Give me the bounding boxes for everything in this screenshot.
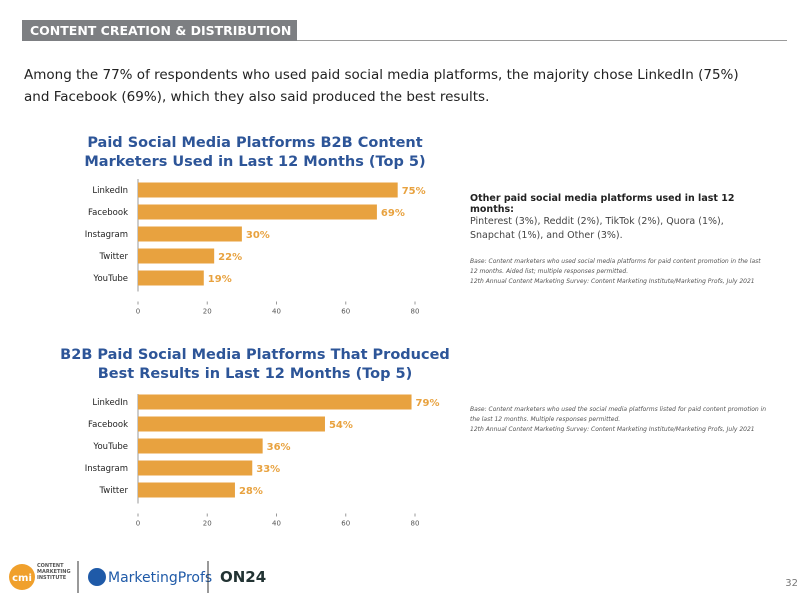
value-label: 75% <box>402 186 426 197</box>
on24-logo: ON24 <box>220 568 266 586</box>
note-text: Pinterest (3%), Reddit (2%), TikTok (2%)… <box>470 216 724 241</box>
bar <box>138 182 398 198</box>
cmi-logo-text: CONTENT MARKETING INSTITUTE <box>37 563 71 581</box>
chart-title: B2B Paid Social Media Platforms That Pro… <box>60 347 450 382</box>
x-tick-label: 80 <box>411 308 420 316</box>
value-label: 36% <box>267 442 291 453</box>
x-tick-label: 0 <box>136 308 140 316</box>
cmi-logo-mark-text: cmi <box>12 573 32 584</box>
category-label: Instagram <box>85 230 128 240</box>
category-label: Facebook <box>88 208 128 218</box>
value-label: 30% <box>246 230 270 241</box>
header-rule <box>297 40 787 41</box>
mp-logo-mark <box>88 568 106 586</box>
bar <box>138 248 215 264</box>
page-number: 32 <box>785 578 798 589</box>
value-label: 79% <box>416 398 440 409</box>
x-tick-label: 60 <box>341 308 350 316</box>
x-tick-label: 0 <box>136 520 140 528</box>
value-label: 54% <box>329 420 353 431</box>
category-label: Facebook <box>88 420 128 430</box>
chart: 0 20 40 60 80 LinkedIn 79% Facebook 54% YouTube 36… <box>85 394 440 528</box>
category-label: YouTube <box>92 274 128 284</box>
intro-text: Among the 77% of respondents who used pa… <box>24 67 739 105</box>
bar <box>138 482 235 498</box>
section-header: CONTENT CREATION & DISTRIBUTION <box>22 20 297 41</box>
x-tick-label: 40 <box>272 308 281 316</box>
cmi-logo-mark <box>9 564 35 590</box>
note-source: 12th Annual Content Marketing Survey: Co… <box>470 426 755 433</box>
chart-title: Paid Social Media Platforms B2B Content … <box>84 135 426 170</box>
category-label: Twitter <box>99 252 129 262</box>
category-label: Twitter <box>99 486 129 496</box>
value-label: 22% <box>218 252 242 263</box>
bar <box>138 438 263 454</box>
note: Other paid social media platforms used i… <box>470 193 770 287</box>
category-label: YouTube <box>92 442 128 452</box>
footer: cmi CONTENT MARKETING INSTITUTE Marketin… <box>9 561 798 593</box>
note-source: 12th Annual Content Marketing Survey: Co… <box>470 278 755 285</box>
note-base: Base: Content marketers who used the soc… <box>470 406 767 423</box>
category-label: Instagram <box>85 464 128 474</box>
mp-logo: MarketingProfs <box>108 570 212 586</box>
value-label: 69% <box>381 208 405 219</box>
category-label: LinkedIn <box>92 398 128 408</box>
category-label: LinkedIn <box>92 186 128 196</box>
x-tick-label: 40 <box>272 520 281 528</box>
note: Base: Content marketers who used the soc… <box>470 405 770 435</box>
value-label: 19% <box>208 274 232 285</box>
bar <box>138 226 242 242</box>
x-tick-label: 20 <box>203 520 212 528</box>
x-tick-label: 20 <box>203 308 212 316</box>
value-label: 28% <box>239 486 263 497</box>
bar <box>138 416 325 432</box>
bar <box>138 270 204 286</box>
x-tick-label: 80 <box>411 520 420 528</box>
bar <box>138 204 377 220</box>
x-tick-label: 60 <box>341 520 350 528</box>
value-label: 33% <box>256 464 280 475</box>
cmi-logo: CONTENT MARKETING INSTITUTE <box>37 563 71 581</box>
bar <box>138 460 253 476</box>
bar <box>138 394 412 410</box>
note-heading: Other paid social media platforms used i… <box>470 193 735 215</box>
chart: 0 20 40 60 80 LinkedIn 75% Facebook 69% Instagram… <box>85 179 426 316</box>
note-base: Base: Content marketers who used social … <box>470 258 761 275</box>
